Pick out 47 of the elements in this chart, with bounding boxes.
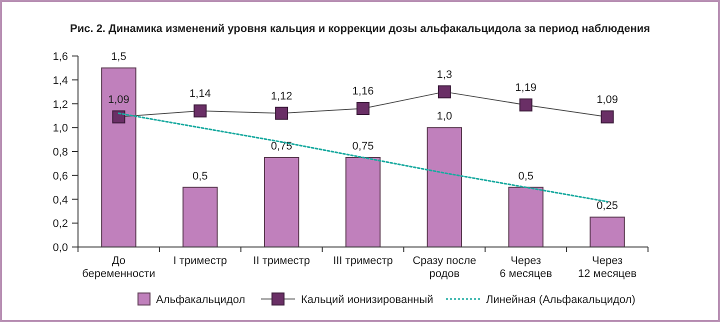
point (600, 110, 614, 124)
data-label: 0,5 (518, 170, 534, 182)
legend-label: Альфакальцидол (156, 294, 246, 306)
point (519, 98, 532, 112)
y-tick-label: 1,0 (52, 122, 68, 135)
y-tick-label: 0,0 (52, 242, 68, 254)
x-tick-label: I триместр (173, 255, 228, 267)
x-tick-label: До беременности (82, 255, 156, 280)
x-tick-label: III триместр (333, 255, 393, 267)
y-tick-label: 0,6 (52, 170, 68, 182)
x-tick-label: Сразу после родов (412, 255, 476, 280)
x-tick-label: Через 12 месяцев (578, 255, 637, 280)
bar (426, 127, 462, 248)
y-tick-label: 1,6 (52, 51, 68, 63)
legend-label: Линейная (Альфакальцидол) (486, 294, 636, 306)
y-tick-label: 1,2 (52, 98, 68, 111)
point (438, 85, 451, 98)
bar (182, 186, 218, 248)
bar (264, 156, 300, 248)
data-label: 0,25 (596, 200, 618, 212)
data-label: 1,09 (596, 94, 618, 106)
bar (590, 216, 625, 248)
point (112, 110, 126, 124)
data-label: 1,14 (189, 88, 211, 100)
point (356, 102, 370, 116)
data-label: 1,0 (436, 110, 452, 123)
data-label: 0,75 (352, 140, 374, 152)
point (275, 106, 288, 120)
data-label: 1,3 (436, 68, 452, 81)
y-tick-label: 0,4 (52, 194, 68, 206)
bar (101, 67, 136, 248)
x-tick-label: II триместр (253, 255, 310, 267)
data-label: 1,19 (515, 82, 537, 94)
x-tick-label: Через 6 месяцев (500, 255, 552, 280)
bar (508, 186, 544, 248)
chart-title: Рис. 2. Динамика изменений уровня кальция и коррекции дозы альфакальцидола за период наблюдения (70, 23, 650, 35)
point (194, 104, 207, 118)
data-label: 1,12 (270, 90, 292, 102)
bar (345, 156, 381, 248)
y-tick-label: 0,8 (52, 146, 68, 158)
data-label: 1,5 (111, 50, 126, 63)
data-label: 1,16 (352, 86, 374, 98)
legend-label: Кальций ионизированный (301, 294, 434, 306)
data-label: 1,09 (108, 94, 130, 106)
y-tick-label: 0,2 (52, 218, 68, 230)
y-tick-label: 1,4 (52, 74, 68, 87)
data-label: 0,5 (192, 170, 208, 182)
